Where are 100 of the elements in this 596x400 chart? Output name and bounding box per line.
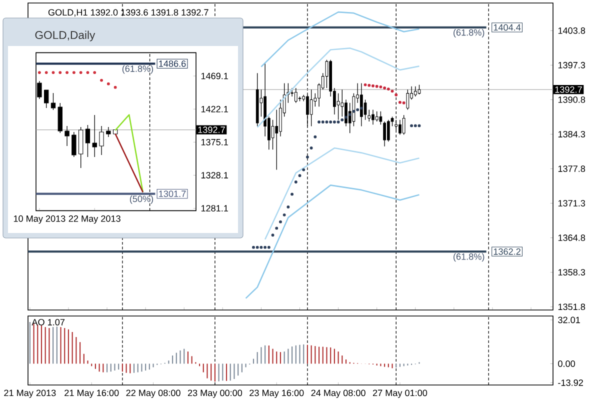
y-tick-label: 1384.3 bbox=[558, 130, 586, 138]
point bbox=[372, 84, 374, 88]
point bbox=[298, 174, 302, 178]
y-tick-label: 1377.8 bbox=[558, 166, 586, 172]
point bbox=[375, 84, 378, 88]
point bbox=[318, 120, 320, 124]
x-tick-label: 22 May 08:00 bbox=[126, 390, 180, 398]
point bbox=[93, 71, 96, 74]
annotation: (61.8%) bbox=[122, 65, 154, 74]
line-series bbox=[245, 184, 420, 299]
candlestick bbox=[402, 114, 406, 136]
annotation: (61.8%) bbox=[454, 253, 484, 262]
point bbox=[79, 71, 82, 74]
ref-line-label: 1392.7 bbox=[198, 126, 225, 133]
point bbox=[286, 205, 290, 208]
candlestick bbox=[72, 132, 76, 158]
point bbox=[398, 100, 402, 104]
x-tick-label: 21 May 16:00 bbox=[64, 390, 119, 398]
point bbox=[279, 220, 282, 224]
point bbox=[271, 234, 274, 237]
point bbox=[264, 246, 267, 249]
point bbox=[282, 213, 286, 216]
text: GOLD,H1 1392.0 1393.6 1391.8 1392.7 bbox=[48, 9, 208, 17]
y-tick-label: 1351.8 bbox=[558, 304, 586, 310]
point bbox=[306, 156, 309, 159]
point bbox=[368, 84, 371, 87]
y-tick-label: 1371.3 bbox=[558, 200, 586, 206]
y-tick-label: 1364.8 bbox=[558, 234, 586, 241]
point bbox=[72, 71, 76, 74]
x-tick-label: 23 May 00:00 bbox=[188, 390, 242, 398]
candlestick bbox=[379, 111, 382, 125]
point bbox=[344, 116, 348, 119]
candlestick bbox=[106, 126, 111, 138]
candlestick bbox=[398, 120, 402, 136]
point bbox=[86, 71, 90, 74]
annotation: (50%) bbox=[130, 195, 154, 204]
point bbox=[348, 113, 352, 116]
line-series bbox=[256, 47, 420, 128]
y-tick-label: 32.01 bbox=[558, 316, 580, 324]
candlestick bbox=[99, 126, 104, 156]
ref-line-label: 1392.7 bbox=[555, 86, 582, 93]
candlestick bbox=[294, 88, 298, 104]
point bbox=[302, 168, 306, 172]
ref-line-label: 1486.6 bbox=[159, 60, 186, 67]
y-tick-label: 1403.8 bbox=[558, 27, 586, 34]
point bbox=[114, 86, 117, 89]
point bbox=[379, 85, 382, 88]
y-tick-label: 1375.1 bbox=[201, 138, 228, 146]
point bbox=[402, 101, 406, 104]
y-tick-label: 1358.3 bbox=[558, 269, 586, 276]
point bbox=[66, 71, 69, 74]
candlestick bbox=[414, 86, 417, 97]
point bbox=[418, 124, 421, 128]
candlestick bbox=[58, 102, 62, 134]
candlestick bbox=[310, 89, 313, 127]
x-tick-label: 27 May 01:00 bbox=[372, 390, 428, 398]
point bbox=[383, 86, 386, 90]
point bbox=[340, 118, 344, 122]
point bbox=[410, 124, 414, 128]
line-series bbox=[260, 11, 420, 68]
candlestick bbox=[375, 111, 378, 122]
point bbox=[106, 82, 110, 86]
point bbox=[290, 192, 294, 196]
candlestick bbox=[372, 109, 374, 125]
x-tick-label: 22 May 2013 bbox=[68, 215, 120, 224]
candlestick bbox=[50, 92, 56, 110]
candlestick bbox=[85, 124, 90, 158]
x-tick-label: 21 May 2013 bbox=[4, 390, 56, 398]
point bbox=[394, 93, 398, 96]
point bbox=[386, 88, 390, 91]
y-tick-label: 0.00 bbox=[558, 360, 576, 367]
candlestick bbox=[360, 82, 363, 127]
point bbox=[414, 124, 417, 128]
candlestick bbox=[275, 109, 278, 170]
candlestick bbox=[406, 89, 410, 110]
y-tick-label: 1281.1 bbox=[201, 205, 228, 212]
point bbox=[256, 246, 259, 249]
candlestick bbox=[368, 109, 371, 122]
point bbox=[260, 246, 263, 249]
point bbox=[364, 83, 367, 86]
ref-line-label: 1404.4 bbox=[494, 24, 521, 31]
y-tick-label: 1422.1 bbox=[201, 106, 228, 112]
candlestick bbox=[386, 120, 390, 142]
candlestick bbox=[336, 92, 340, 120]
point bbox=[360, 106, 363, 110]
point bbox=[100, 78, 103, 82]
candlestick bbox=[271, 120, 274, 150]
point bbox=[310, 146, 313, 150]
point bbox=[332, 120, 336, 124]
annotation: (61.8%) bbox=[454, 29, 484, 38]
point bbox=[38, 71, 41, 74]
y-tick-label: 1469.1 bbox=[201, 72, 228, 80]
point bbox=[294, 180, 298, 184]
y-tick-label: 1328.1 bbox=[201, 172, 228, 178]
y-tick-label: 1397.3 bbox=[558, 62, 586, 68]
point bbox=[390, 90, 394, 93]
point bbox=[252, 246, 255, 249]
candlestick bbox=[44, 90, 49, 108]
candlestick bbox=[92, 114, 97, 158]
chart-title: AO 1.07 bbox=[32, 318, 65, 326]
